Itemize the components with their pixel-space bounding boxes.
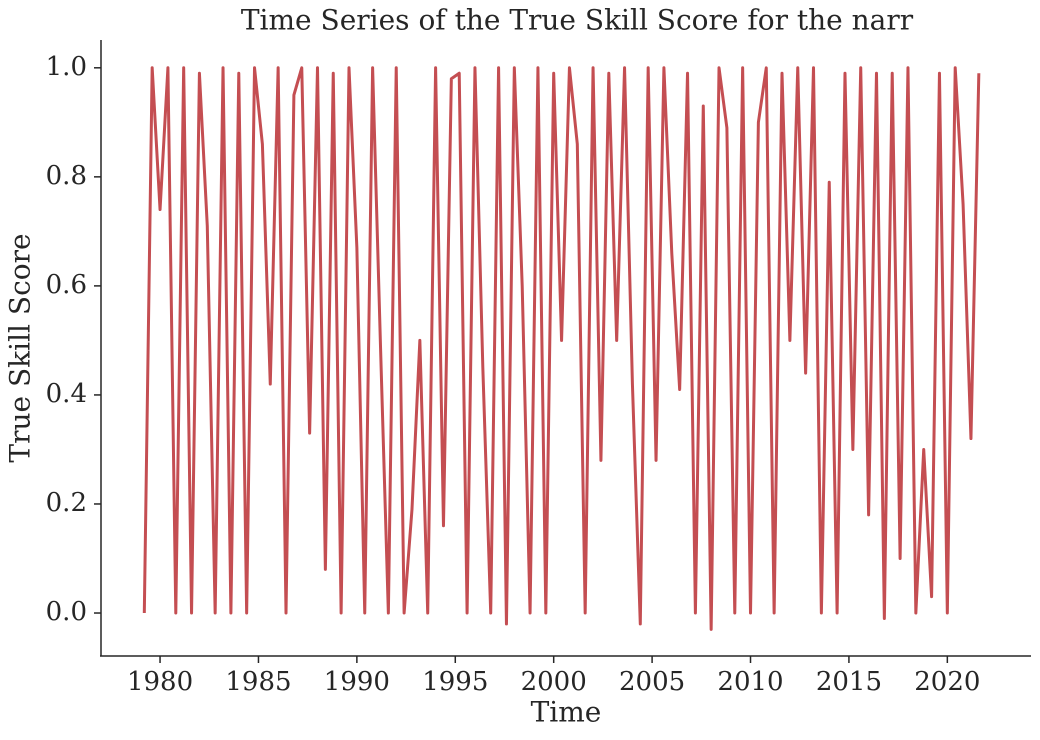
x-tick-label: 2020	[914, 667, 980, 697]
y-tick-label: 0.4	[46, 379, 87, 409]
y-tick-label: 0.2	[46, 488, 87, 518]
y-axis-label: True Skill Score	[4, 233, 37, 462]
y-tick-label: 0.6	[46, 270, 87, 300]
x-tick-label: 1980	[127, 667, 193, 697]
x-tick-label: 2015	[816, 667, 882, 697]
x-axis-label: Time	[531, 696, 602, 729]
x-tick-label: 1990	[324, 667, 390, 697]
y-tick-label: 1.0	[46, 52, 87, 82]
x-tick-label: 1985	[225, 667, 291, 697]
y-tick-label: 0.8	[46, 161, 87, 191]
x-tick-label: 2000	[521, 667, 587, 697]
series-line	[142, 66, 981, 631]
y-tick-label: 0.0	[46, 597, 87, 627]
x-tick-label: 2010	[717, 667, 783, 697]
chart-title: Time Series of the True Skill Score for …	[241, 4, 914, 37]
x-tick-label: 1995	[422, 667, 488, 697]
x-tick-label: 2005	[619, 667, 685, 697]
